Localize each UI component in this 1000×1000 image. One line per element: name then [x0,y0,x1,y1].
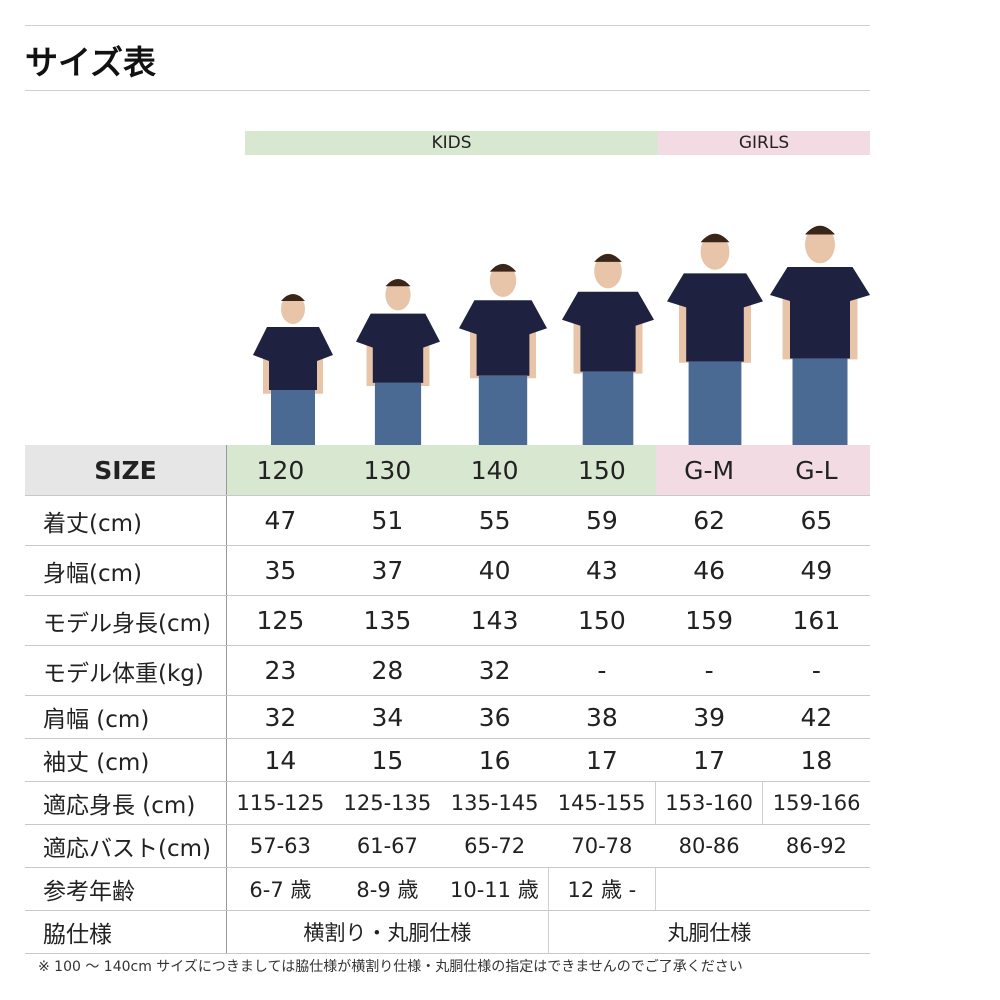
table-cell: 16 [441,738,549,782]
table-cell: 34 [333,695,441,739]
table-cell: 51 [333,495,441,546]
table-row-length: 着丈(cm) 47 51 55 59 62 65 [25,495,870,546]
table-cell: 15 [333,738,441,782]
table-cell: 36 [441,695,549,739]
table-cell: 10-11 歳 [441,867,549,911]
model-photos [253,225,870,445]
table-cell: 65 [762,495,870,546]
table-cell: 143 [441,595,549,646]
model-figure [770,225,870,445]
table-cell: 125 [226,595,334,646]
table-cell [655,867,870,911]
table-cell: 61-67 [333,824,441,868]
table-cell: 35 [226,545,334,596]
table-row-model_height: モデル身長(cm) 125 135 143 150 159 161 [25,595,870,646]
table-cell: 37 [333,545,441,596]
table-cell: 80-86 [655,824,763,868]
table-cell: 17 [548,738,656,782]
table-cell: 14 [226,738,334,782]
table-cell: 40 [441,545,549,596]
table-cell: 17 [655,738,763,782]
table-cell: 70-78 [548,824,656,868]
table-cell: 150 [548,595,656,646]
model-figure [667,233,763,445]
table-row-fit_bust: 適応バスト(cm) 57-63 61-67 65-72 70-78 80-86 86-92 [25,824,870,868]
table-cell: 12 歳 - [547,867,656,911]
table-cell: - [655,645,763,696]
table-cell: - [548,645,656,696]
table-cell: 46 [655,545,763,596]
table-cell: - [762,645,870,696]
table-cell: 159-166 [762,781,870,825]
row-label: 袖丈 (cm) [25,738,227,782]
row-label: 着丈(cm) [25,495,227,546]
table-cell: 6-7 歳 [226,867,334,911]
table-cell: 159 [655,595,763,646]
row-label: 適応身長 (cm) [25,781,227,825]
table-cell: 120 [226,445,334,496]
table-cell: 42 [762,695,870,739]
table-cell: 130 [333,445,441,496]
table-row-width: 身幅(cm) 35 37 40 43 46 49 [25,545,870,596]
row-label: 脇仕様 [25,910,227,954]
table-row-side: 脇仕様 横割り・丸胴仕様 丸胴仕様 [25,910,870,954]
table-cell: 28 [333,645,441,696]
table-cell: 59 [548,495,656,546]
model-figure [459,263,547,445]
table-cell: 47 [226,495,334,546]
girls-band: GIRLS [658,131,870,155]
table-row-age: 参考年齢 6-7 歳 8-9 歳 10-11 歳 12 歳 - [25,867,870,911]
table-row-size: SIZE 120 130 140 150 G-M G-L [25,445,870,496]
model-figure [253,294,333,445]
table-row-model_weight: モデル体重(kg) 23 28 32- - - [25,645,870,696]
table-row-fit_height: 適応身長 (cm) 115-125 125-135 135-145 145-155 153… [25,781,870,825]
table-cell: 62 [655,495,763,546]
footnote: ※ 100 ～ 140cm サイズにつきましては脇仕様が横割り仕様・丸胴仕様の指… [38,959,743,975]
table-cell: 140 [441,445,549,496]
table-cell: 43 [548,545,656,596]
table-cell: 18 [762,738,870,782]
table-cell: 49 [762,545,870,596]
row-label: 適応バスト(cm) [25,824,227,868]
table-cell: 丸胴仕様 [547,910,870,954]
table-cell: 38 [548,695,656,739]
table-cell: 135 [333,595,441,646]
table-cell: 39 [655,695,763,739]
divider [25,90,870,91]
divider [25,25,870,26]
table-cell: 86-92 [762,824,870,868]
table-cell: 32 [226,695,334,739]
table-cell: 横割り・丸胴仕様 [226,910,549,954]
model-figure [356,278,440,445]
row-label: 参考年齢 [25,867,227,911]
row-label: 肩幅 (cm) [25,695,227,739]
table-cell: 23 [226,645,334,696]
table-cell: 32 [441,645,549,696]
table-cell: 145-155 [548,781,656,825]
table-cell: 55 [441,495,549,546]
table-cell: 8-9 歳 [333,867,441,911]
table-cell: 161 [762,595,870,646]
table-cell: G-M [655,445,763,496]
table-row-shoulder: 肩幅 (cm) 32 34 36 38 39 42 [25,695,870,739]
table-cell: 153-160 [654,781,763,825]
row-label: モデル身長(cm) [25,595,227,646]
table-cell: 125-135 [333,781,441,825]
table-cell: 135-145 [441,781,549,825]
table-row-sleeve: 袖丈 (cm) 14 15 16 17 17 18 [25,738,870,782]
table-cell: 57-63 [226,824,334,868]
kids-band: KIDS [245,131,658,155]
row-label: SIZE [25,445,227,496]
size-table: SIZE 120 130 140 150 G-M G-L 着丈(cm) 47 51 55 59 62 65… [25,445,870,954]
table-cell: 65-72 [441,824,549,868]
table-cell: 150 [548,445,656,496]
table-cell: 115-125 [226,781,334,825]
row-label: モデル体重(kg) [25,645,227,696]
page-title: サイズ表 [25,43,157,82]
model-figure [562,253,654,445]
row-label: 身幅(cm) [25,545,227,596]
table-cell: G-L [762,445,870,496]
